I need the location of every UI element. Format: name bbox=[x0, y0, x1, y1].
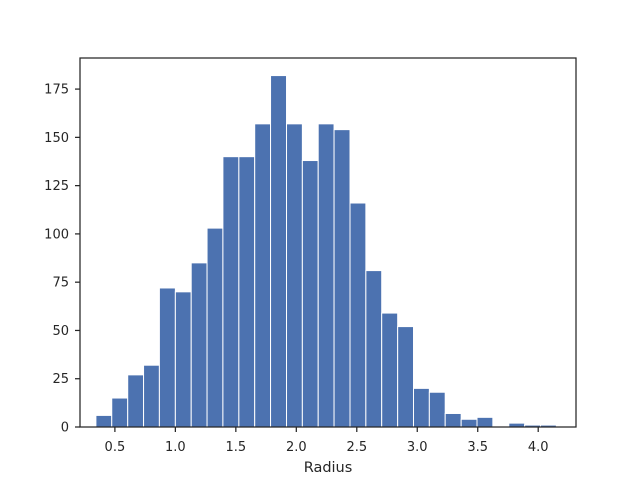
y-tick-label: 175 bbox=[44, 83, 69, 98]
histogram-bar bbox=[270, 75, 288, 428]
histogram-bars bbox=[95, 75, 557, 428]
histogram-bar bbox=[413, 387, 430, 428]
histogram-bar bbox=[174, 291, 192, 428]
histogram-bar bbox=[365, 270, 383, 428]
x-tick-label: 2.5 bbox=[346, 440, 367, 455]
histogram-bar bbox=[238, 156, 256, 428]
x-tick-label: 2.0 bbox=[286, 440, 307, 455]
x-tick-label: 1.0 bbox=[165, 440, 186, 455]
y-axis-ticks: 0 25 50 75 100 125 150 175 bbox=[44, 83, 80, 436]
histogram-bar bbox=[222, 156, 240, 428]
histogram-bar bbox=[190, 262, 208, 428]
histogram-bar bbox=[158, 287, 176, 428]
x-tick-label: 4.0 bbox=[528, 440, 549, 455]
y-tick-label: 0 bbox=[61, 421, 69, 436]
histogram-bar bbox=[397, 326, 415, 428]
x-tick-label: 0.5 bbox=[105, 440, 126, 455]
histogram-bar bbox=[301, 160, 319, 428]
histogram-bar bbox=[476, 416, 494, 428]
histogram-bar bbox=[381, 312, 399, 428]
x-axis-ticks: 0.5 1.0 1.5 2.0 2.5 3.0 3.5 4.0 bbox=[105, 427, 549, 455]
histogram-bar bbox=[460, 418, 478, 428]
y-tick-label: 100 bbox=[44, 227, 69, 242]
histogram-bar bbox=[127, 374, 145, 428]
histogram-bar bbox=[428, 391, 446, 428]
y-tick-label: 150 bbox=[44, 131, 69, 146]
y-tick-label: 25 bbox=[52, 372, 69, 387]
histogram-bar bbox=[286, 123, 303, 428]
y-tick-label: 50 bbox=[52, 324, 69, 339]
histogram-bar bbox=[95, 414, 113, 428]
histogram-bar bbox=[317, 123, 335, 428]
histogram-bar bbox=[444, 412, 462, 428]
histogram-bar bbox=[254, 123, 272, 428]
histogram-bar bbox=[143, 364, 160, 428]
x-tick-label: 3.0 bbox=[407, 440, 428, 455]
x-tick-label: 1.5 bbox=[225, 440, 246, 455]
y-tick-label: 75 bbox=[52, 276, 69, 291]
x-tick-label: 3.5 bbox=[467, 440, 488, 455]
histogram-bar bbox=[349, 202, 367, 428]
histogram-bar bbox=[111, 397, 129, 428]
histogram-bar bbox=[206, 227, 224, 428]
y-tick-label: 125 bbox=[44, 179, 69, 194]
plot-frame bbox=[79, 57, 577, 428]
x-axis-label: Radius bbox=[304, 460, 353, 476]
histogram-bar bbox=[333, 129, 351, 428]
